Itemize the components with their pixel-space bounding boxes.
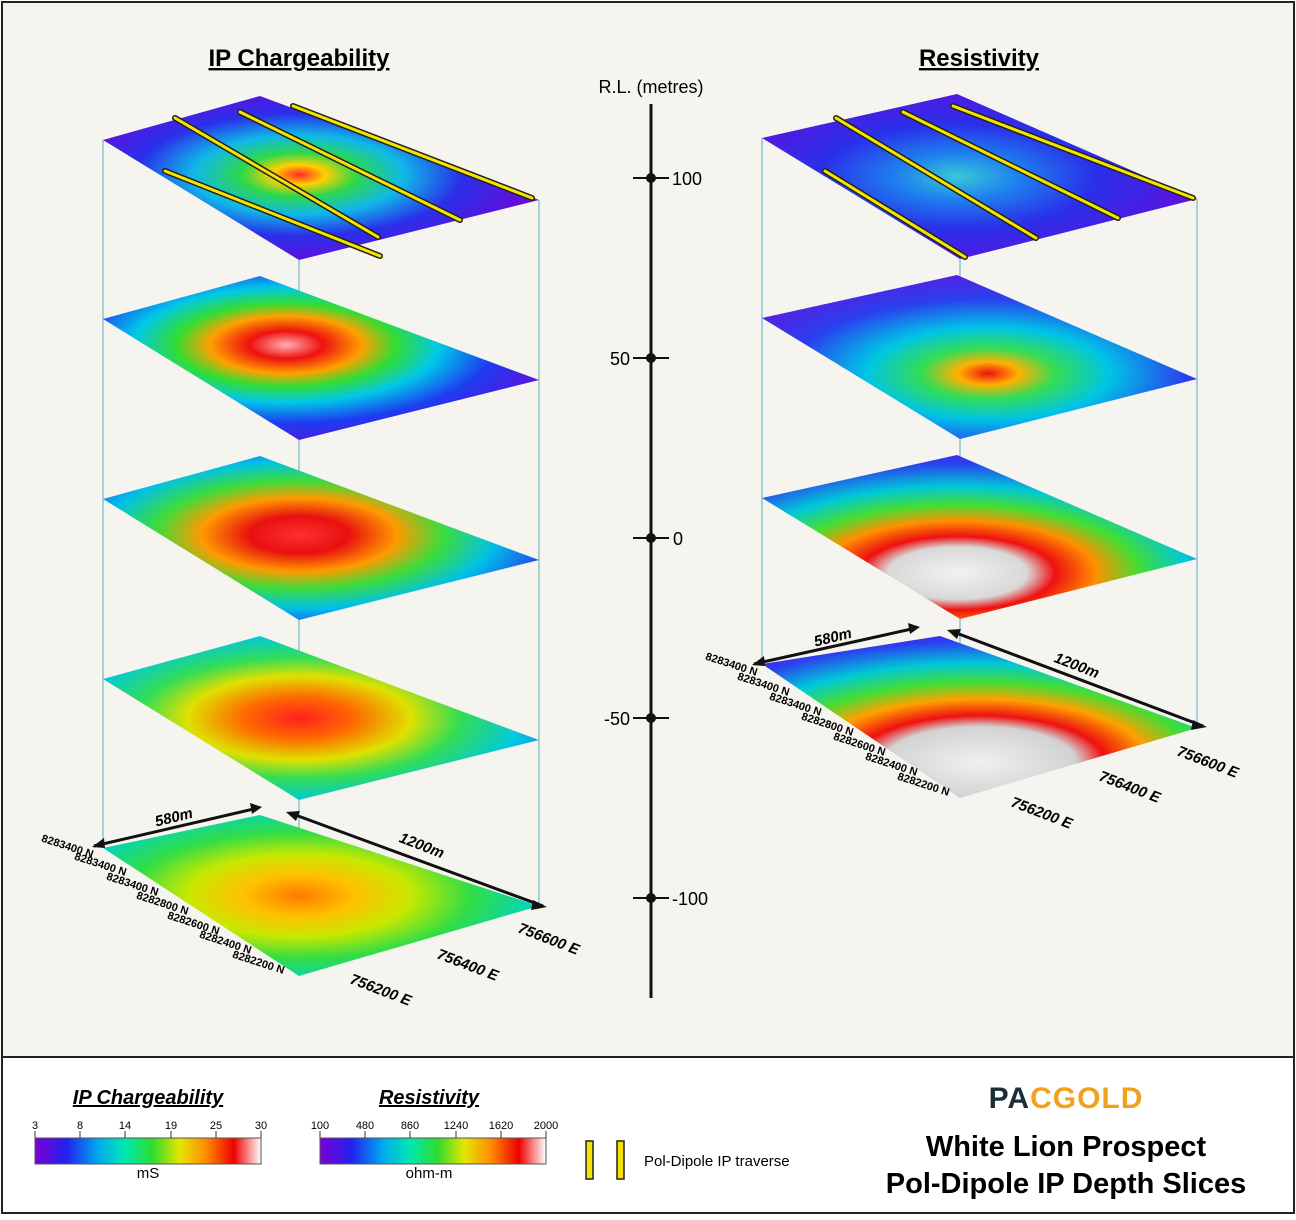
legend-ip-tick: 30 [255, 1120, 267, 1132]
scale-tick-label: -100 [672, 889, 708, 909]
legend-ip-unit: mS [137, 1165, 160, 1182]
ip-traverses [162, 103, 535, 259]
resistivity-panel-title: Resistivity [919, 45, 1040, 72]
scale-tick: 100 [633, 169, 702, 189]
figure-title-line1: White Lion Prospect [926, 1131, 1207, 1163]
legend-res-tick: 480 [356, 1120, 374, 1132]
res-slice-50 [762, 275, 1197, 439]
res-traverses [822, 103, 1196, 260]
ip-arrowhead [531, 900, 547, 910]
ip-arrowhead [250, 803, 262, 814]
res-slice-100 [762, 94, 1197, 259]
scale-tick-label: 0 [673, 529, 683, 549]
scale-tick: -50 [604, 709, 669, 729]
res-dimension-arrows [753, 626, 1204, 728]
legend-res-tick: 860 [401, 1120, 419, 1132]
legend-res-unit: ohm-m [406, 1165, 453, 1182]
figure-title-line2: Pol-Dipole IP Depth Slices [886, 1168, 1246, 1200]
legend-ip-tick: 8 [77, 1120, 83, 1132]
ip-panel-title: IP Chargeability [209, 45, 391, 72]
scale-tick: 50 [610, 349, 669, 369]
ip-arrowhead [92, 838, 105, 848]
ip-slice-50 [103, 276, 539, 440]
legend-ip-ticks: 3 8 14 19 25 30 [32, 1120, 267, 1138]
scale-ticks: 100 50 0 -50 -100 [604, 169, 708, 909]
legend-ip-tick: 14 [119, 1120, 131, 1132]
res-slice-0 [762, 455, 1197, 619]
svg-text:PACGOLD: PACGOLD [989, 1082, 1144, 1115]
legend-res-tick: 100 [311, 1120, 329, 1132]
legend-ip-title: IP Chargeability [73, 1087, 224, 1109]
ip-arrowhead [286, 811, 300, 821]
legend-res-title: Resistivity [379, 1087, 480, 1109]
ip-slice-minus100 [103, 815, 539, 976]
ip-slice-0 [103, 456, 539, 620]
pacgold-logo: PACGOLD [989, 1082, 1144, 1115]
res-slice-minus50 [762, 636, 1197, 798]
legend-res-tick: 1620 [489, 1120, 513, 1132]
legend-res-tick: 2000 [534, 1120, 558, 1132]
scale-tick-label: -50 [604, 709, 630, 729]
res-arrowhead [752, 656, 765, 666]
legend-traverse-swatch [585, 1140, 625, 1180]
legend-res-colorbar [319, 1137, 547, 1165]
ip-slice-minus50 [103, 636, 539, 800]
legend-res-ticks: 100 480 860 1240 1620 2000 [311, 1120, 558, 1138]
legend-ip-tick: 19 [165, 1120, 177, 1132]
ip-dimension-arrows [93, 806, 544, 908]
res-arrowhead [908, 623, 920, 634]
scale-tick-label: 100 [672, 169, 702, 189]
res-arrowhead [1191, 720, 1207, 730]
scale-label: R.L. (metres) [598, 77, 703, 97]
legend-traverse-label: Pol-Dipole IP traverse [644, 1153, 790, 1170]
legend-ip-tick: 3 [32, 1120, 38, 1132]
legend-res-tick: 1240 [444, 1120, 468, 1132]
scale-tick: -100 [633, 889, 708, 909]
scale-tick: 0 [633, 529, 683, 549]
scale-tick-label: 50 [610, 349, 630, 369]
legend-background [3, 1058, 1293, 1212]
res-arrowhead [947, 629, 961, 639]
legend-ip-tick: 25 [210, 1120, 222, 1132]
legend-ip-colorbar [34, 1137, 262, 1165]
